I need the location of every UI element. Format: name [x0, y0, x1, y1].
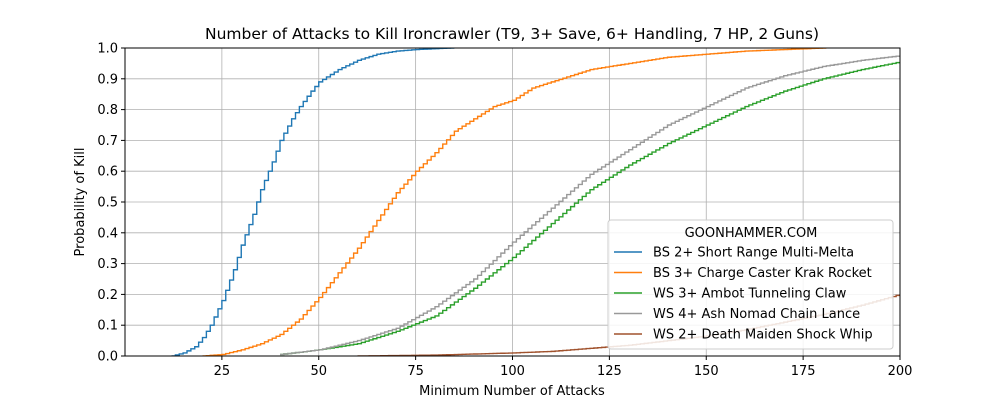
y-tick-label: 0.7 — [97, 134, 118, 149]
legend-label-3: WS 4+ Ash Nomad Chain Lance — [653, 307, 860, 322]
x-tick-label: 150 — [694, 364, 719, 379]
series-line-2 — [280, 61, 900, 356]
y-tick-label: 0.8 — [97, 103, 118, 118]
legend: GOONHAMMER.COM BS 2+ Short Range Multi-M… — [607, 219, 894, 350]
x-axis-ticks: 25 50 75 100 125 150 175 200 — [214, 356, 913, 379]
series-line-3 — [280, 55, 900, 356]
x-tick-label: 200 — [888, 364, 913, 379]
x-tick-label: 25 — [214, 364, 231, 379]
chart-title: Number of Attacks to Kill Ironcrawler (T… — [205, 25, 819, 43]
y-tick-label: 0.9 — [97, 72, 118, 87]
series-line-0 — [171, 48, 455, 356]
legend-label-4: WS 2+ Death Maiden Shock Whip — [653, 328, 873, 343]
legend-label-0: BS 2+ Short Range Multi-Melta — [653, 246, 854, 261]
x-tick-label: 125 — [597, 364, 622, 379]
y-tick-label: 0.3 — [97, 257, 118, 272]
y-tick-label: 0.6 — [97, 165, 118, 180]
x-tick-label: 175 — [791, 364, 816, 379]
legend-items: BS 2+ Short Range Multi-Melta BS 3+ Charg… — [614, 246, 873, 343]
y-tick-label: 1.0 — [97, 42, 118, 57]
series-line-1 — [202, 48, 827, 356]
x-tick-label: 50 — [310, 364, 327, 379]
legend-label-2: WS 3+ Ambot Tunneling Claw — [653, 287, 847, 302]
y-tick-label: 0.5 — [97, 196, 118, 211]
y-tick-label: 0.1 — [97, 319, 118, 334]
x-tick-label: 100 — [500, 364, 525, 379]
legend-label-1: BS 3+ Charge Caster Krak Rocket — [653, 266, 872, 281]
y-axis-ticks: 0.0 0.1 0.2 0.3 0.4 0.5 0.6 0.7 0.8 0.9 1.0 — [97, 42, 125, 365]
y-tick-label: 0.4 — [97, 226, 118, 241]
y-tick-label: 0.2 — [97, 288, 118, 303]
x-tick-label: 75 — [407, 364, 424, 379]
legend-title: GOONHAMMER.COM — [685, 226, 818, 241]
legend-box — [607, 219, 894, 350]
y-tick-label: 0.0 — [97, 350, 118, 365]
x-axis-title: Minimum Number of Attacks — [419, 384, 605, 399]
y-axis-title: Probability of Kill — [73, 148, 88, 257]
